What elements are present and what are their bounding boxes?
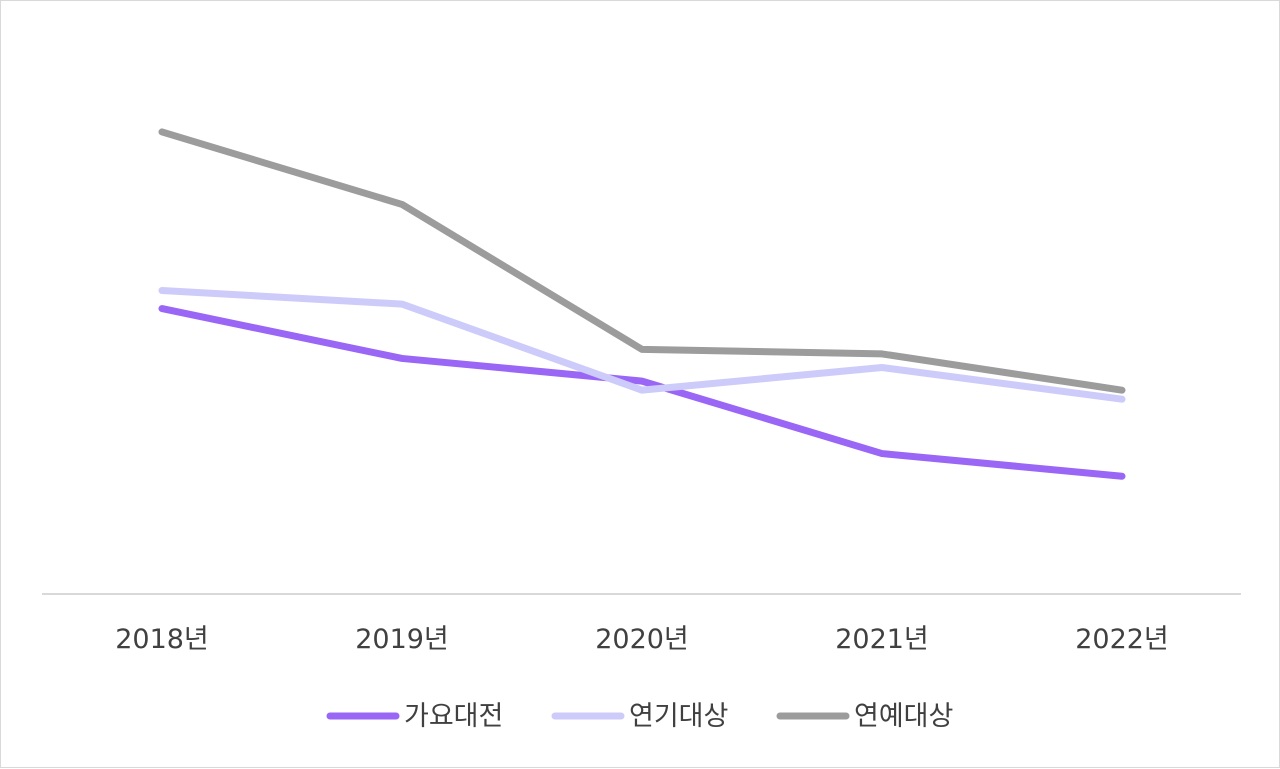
x-tick-label: 2018년 [115,624,209,655]
x-tick-label: 2021년 [835,624,929,655]
series-line-1 [158,286,1126,403]
x-tick-label: 2020년 [595,624,689,655]
x-tick-labels: 2018년 2019년 2020년 2021년 2022년 [115,624,1169,655]
legend-label-1: 연기대상 [629,701,728,732]
legend-label-0: 가요대전 [404,701,503,732]
x-tick-label: 2019년 [355,624,449,655]
x-tick-label: 2022년 [1075,624,1169,655]
legend-label-2: 연예대상 [854,701,953,732]
legend: 가요대전 연기대상 연예대상 [326,701,953,732]
series-line-2 [158,128,1126,394]
series-line-0 [158,305,1126,480]
series-lines [158,128,1126,480]
